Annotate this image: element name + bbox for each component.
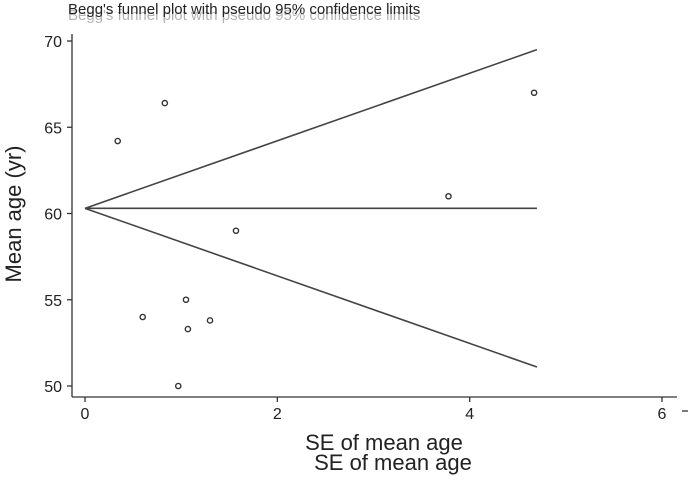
x-tick-label: 0 [81, 406, 90, 423]
lower-confidence-limit-line [84, 207, 538, 368]
y-axis-title: Mean age (yr) [1, 146, 26, 283]
data-point [139, 313, 146, 321]
chart-title-shadow: Begg's funnel plot with pseudo 95% confi… [68, 7, 420, 24]
upper-confidence-limit-line [84, 48, 538, 210]
data-point [232, 227, 240, 235]
data-point [530, 89, 538, 97]
y-axis-ticks: 50 55 60 65 70 [44, 34, 72, 396]
data-point [182, 296, 190, 304]
x-axis-title: SE of mean age [305, 430, 463, 455]
x-tick-label: 2 [273, 406, 282, 423]
data-point [114, 137, 121, 145]
data-point [161, 99, 169, 107]
data-point [174, 382, 182, 390]
data-point [445, 192, 452, 200]
y-tick-label: 50 [44, 379, 62, 396]
x-axis-title-shadow: SE of mean age [314, 450, 472, 475]
y-tick-label: 65 [44, 120, 62, 137]
x-axis-ticks: 0 2 4 6 [81, 397, 667, 423]
data-points [114, 89, 538, 390]
y-tick-label: 55 [44, 293, 62, 310]
chart-title: Begg's funnel plot with pseudo 95% confi… [68, 1, 420, 18]
x-tick-label: 4 [465, 406, 474, 423]
x-tick-label: 6 [658, 406, 667, 423]
y-tick-label: 70 [44, 34, 62, 51]
data-point [206, 317, 214, 324]
funnel-lines [84, 48, 538, 368]
y-tick-label: 60 [44, 207, 62, 224]
data-point [184, 325, 192, 333]
